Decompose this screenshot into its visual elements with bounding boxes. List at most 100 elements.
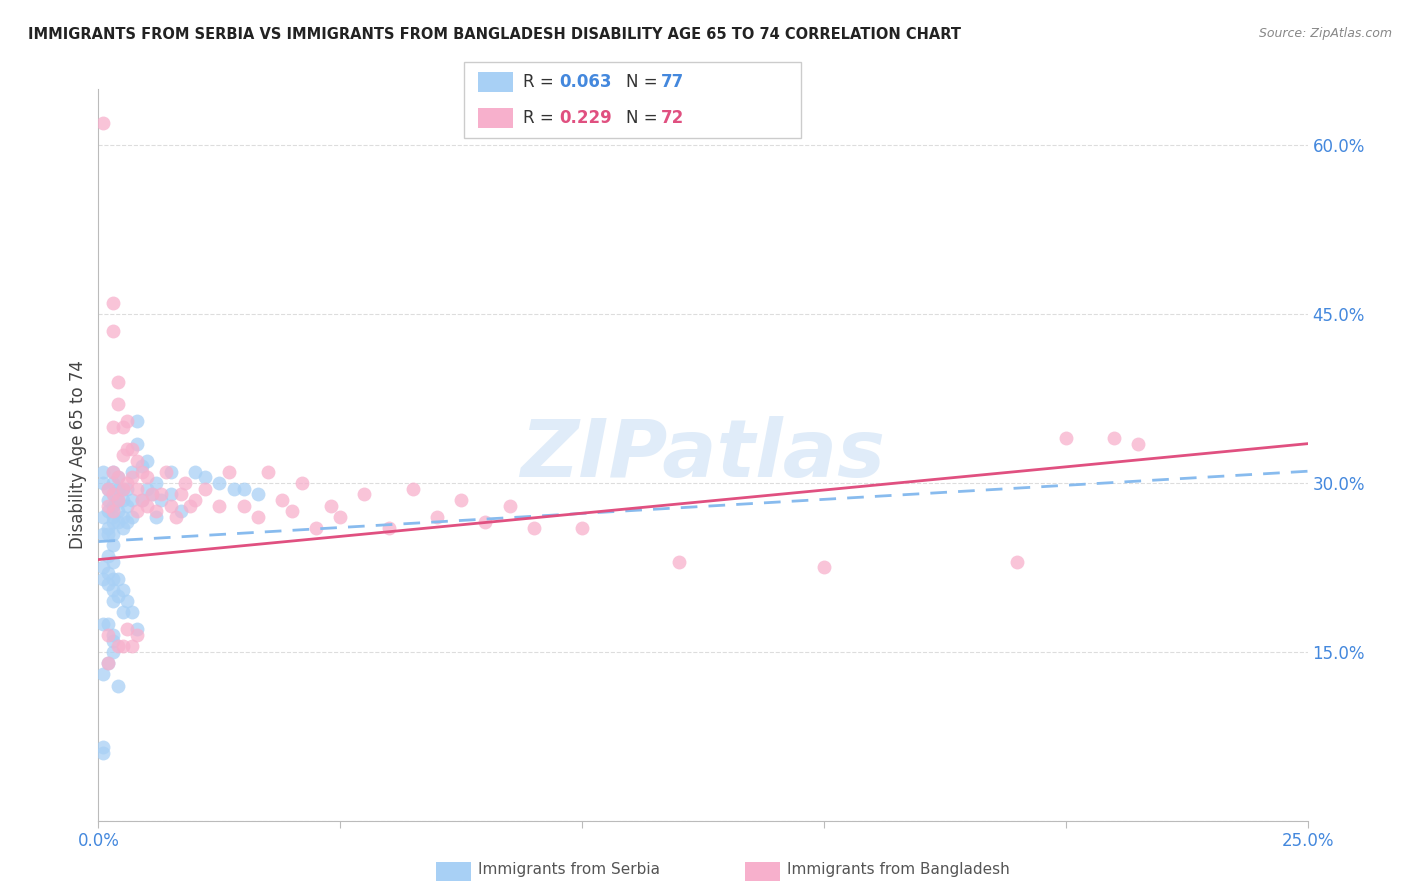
Point <box>97 504 120 518</box>
Point <box>91 509 114 524</box>
Point <box>107 470 129 484</box>
Point <box>218 465 240 479</box>
Point <box>174 476 197 491</box>
Point <box>107 589 129 603</box>
Text: R =: R = <box>523 73 560 91</box>
Point <box>141 487 163 501</box>
Point <box>127 482 149 496</box>
Point <box>523 521 546 535</box>
Point <box>107 572 129 586</box>
Point <box>117 476 139 491</box>
Point <box>101 487 124 501</box>
Point <box>165 509 187 524</box>
Point <box>305 521 328 535</box>
Point <box>107 397 129 411</box>
Text: 0.063: 0.063 <box>560 73 612 91</box>
Point <box>97 521 120 535</box>
Point <box>121 492 143 507</box>
Text: 0.229: 0.229 <box>560 109 613 127</box>
Point <box>101 296 124 310</box>
Point <box>1007 555 1029 569</box>
Point <box>91 476 114 491</box>
Point <box>127 453 149 467</box>
Point <box>91 616 114 631</box>
Point <box>111 482 134 496</box>
Text: ZIPatlas: ZIPatlas <box>520 416 886 494</box>
Point <box>131 465 153 479</box>
Point <box>107 504 129 518</box>
Point <box>127 504 149 518</box>
Point <box>290 476 312 491</box>
Point <box>127 414 149 428</box>
Point <box>101 582 124 597</box>
Point <box>184 465 207 479</box>
Point <box>169 504 191 518</box>
Point <box>131 492 153 507</box>
Point <box>160 499 183 513</box>
Point <box>135 470 157 484</box>
Point <box>101 509 124 524</box>
Point <box>101 476 124 491</box>
Point <box>450 492 472 507</box>
Point <box>117 594 139 608</box>
Point <box>107 492 129 507</box>
Point <box>247 509 270 524</box>
Point <box>91 667 114 681</box>
Point <box>256 465 278 479</box>
Point <box>131 492 153 507</box>
Point <box>1054 431 1077 445</box>
Point <box>101 487 124 501</box>
Point <box>97 566 120 580</box>
Point <box>101 645 124 659</box>
Point <box>160 465 183 479</box>
Point <box>97 656 120 670</box>
Point <box>107 375 129 389</box>
Point <box>208 476 231 491</box>
Text: N =: N = <box>626 109 662 127</box>
Point <box>121 470 143 484</box>
Point <box>117 623 139 637</box>
Point <box>97 549 120 564</box>
Point <box>107 482 129 496</box>
Point <box>101 499 124 513</box>
Point <box>271 492 294 507</box>
Point <box>91 740 114 755</box>
Point <box>117 482 139 496</box>
Point <box>101 628 124 642</box>
Y-axis label: Disability Age 65 to 74: Disability Age 65 to 74 <box>69 360 87 549</box>
Point <box>127 623 149 637</box>
Point <box>1102 431 1125 445</box>
Point <box>101 465 124 479</box>
Text: R =: R = <box>523 109 560 127</box>
Point <box>101 538 124 552</box>
Point <box>107 639 129 653</box>
Point <box>281 504 304 518</box>
Point <box>111 482 134 496</box>
Point <box>111 448 134 462</box>
Text: N =: N = <box>626 73 662 91</box>
Point <box>117 516 139 530</box>
Point <box>117 499 139 513</box>
Point <box>247 487 270 501</box>
Point <box>377 521 399 535</box>
Point <box>107 492 129 507</box>
Point <box>135 453 157 467</box>
Point <box>145 509 167 524</box>
Point <box>97 577 120 591</box>
Point <box>101 555 124 569</box>
Point <box>101 516 124 530</box>
Text: Immigrants from Serbia: Immigrants from Serbia <box>478 863 659 877</box>
Point <box>474 516 496 530</box>
Point <box>160 487 183 501</box>
Point <box>145 504 167 518</box>
Point <box>402 482 425 496</box>
Point <box>121 465 143 479</box>
Point <box>121 606 143 620</box>
Point <box>1128 436 1150 450</box>
Point <box>101 504 124 518</box>
Point <box>184 492 207 507</box>
Point <box>329 509 352 524</box>
Point <box>813 560 835 574</box>
Point <box>111 582 134 597</box>
Point <box>97 499 120 513</box>
